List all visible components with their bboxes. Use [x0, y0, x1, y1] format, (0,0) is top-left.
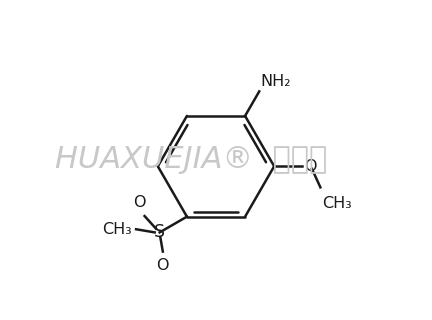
Text: HUAXUEJIA®  化学加: HUAXUEJIA® 化学加 — [55, 146, 327, 174]
Text: CH₃: CH₃ — [322, 196, 352, 211]
Text: NH₂: NH₂ — [261, 74, 291, 89]
Text: O: O — [133, 196, 146, 210]
Text: O: O — [304, 159, 317, 174]
Text: S: S — [154, 223, 165, 241]
Text: CH₃: CH₃ — [102, 222, 131, 237]
Text: O: O — [156, 259, 169, 274]
